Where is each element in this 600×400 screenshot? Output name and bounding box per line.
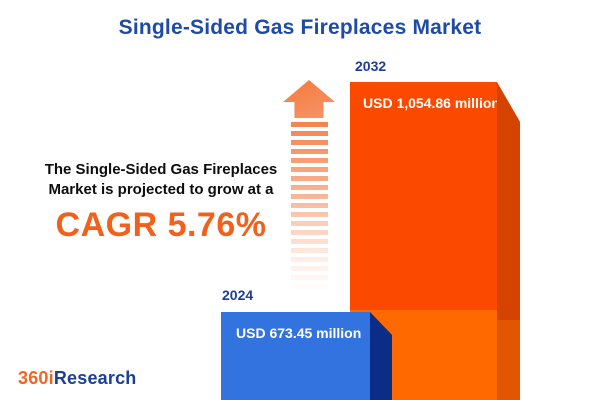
bar-2032-side-face	[497, 82, 520, 400]
bar-2032-year-label: 2032	[355, 58, 387, 74]
bar-2024: USD 673.45 million	[221, 312, 370, 400]
page-title: Single-Sided Gas Fireplaces Market	[118, 16, 482, 39]
growth-arrow-fade	[289, 121, 330, 302]
bar-2024-value-label: USD 673.45 million	[236, 325, 362, 341]
description-block: The Single-Sided Gas Fireplaces Market i…	[34, 160, 288, 245]
logo-part-research: Research	[53, 368, 137, 388]
logo-part-360i: 360i	[18, 368, 54, 388]
description-line-2: Market is projected to grow at a	[48, 181, 274, 198]
bar-2032-value-label: USD 1,054.86 million	[363, 95, 500, 111]
bar-2024-side-face	[370, 312, 392, 400]
cagr-value: CAGR 5.76%	[55, 206, 267, 244]
bar-2024-year-label: 2024	[222, 287, 254, 303]
company-logo: 360iResearch	[18, 368, 137, 389]
description-line-1: The Single-Sided Gas Fireplaces	[44, 161, 278, 178]
growth-arrow-icon	[283, 80, 335, 118]
